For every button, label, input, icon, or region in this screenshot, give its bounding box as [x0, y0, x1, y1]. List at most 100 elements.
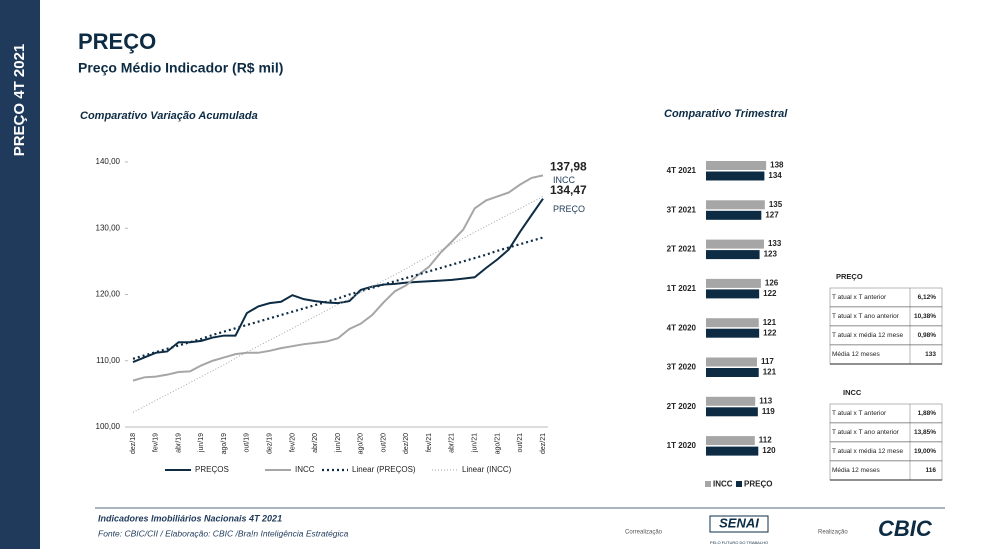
y-tick-label: 130,00: [96, 223, 121, 232]
bar: [706, 446, 759, 456]
x-tick-label: out/20: [380, 433, 387, 453]
x-tick-label: fev/21: [426, 433, 433, 452]
bar: [706, 318, 759, 328]
table-title: INCC: [843, 388, 862, 397]
value-label: 121: [763, 368, 777, 377]
bar: [706, 210, 762, 220]
chart-title: Comparativo Trimestral: [664, 108, 788, 120]
table-value: 13,85%: [914, 429, 936, 436]
bar: [706, 396, 756, 406]
category-label: 2T 2020: [667, 402, 697, 411]
category-label: 3T 2021: [667, 205, 697, 214]
series-line: [132, 198, 544, 364]
x-tick-label: jun/19: [198, 433, 205, 453]
table-value: 0,98%: [918, 332, 937, 339]
x-tick-label: dez/20: [403, 433, 410, 454]
table-label: T atual x T anterior: [832, 294, 887, 301]
table-label: T atual x média 12 mese: [832, 448, 903, 455]
end-label: INCC: [553, 175, 575, 185]
legend-swatch: [736, 481, 742, 487]
corealization: Correalização: [625, 530, 663, 536]
bar: [706, 407, 758, 417]
category-label: 4T 2020: [667, 323, 697, 332]
category-label: 2T 2021: [667, 245, 697, 254]
bar: [706, 357, 757, 367]
x-tick-label: abr/19: [175, 433, 182, 453]
category-label: 1T 2021: [667, 284, 697, 293]
value-label: 134,47: [550, 183, 587, 197]
legend-label: Linear (INCC): [462, 465, 512, 474]
table-title: PREÇO: [836, 272, 863, 281]
sidebar: [0, 0, 40, 549]
end-label: PREÇO: [553, 204, 585, 214]
table-label: T atual x T ano anterior: [832, 429, 900, 436]
x-tick-label: fev/19: [153, 433, 160, 452]
table-label: T atual x T anterior: [832, 410, 887, 417]
table-value: 133: [925, 351, 936, 358]
footer-title: Indicadores Imobiliários Nacionais 4T 20…: [98, 513, 282, 523]
value-label: 117: [761, 357, 774, 366]
x-tick-label: abr/21: [449, 433, 456, 453]
category-label: 1T 2020: [667, 441, 697, 450]
bar: [706, 368, 759, 377]
value-label: 133: [768, 239, 782, 248]
value-label: 127: [765, 210, 779, 219]
table-label: Média 12 meses: [832, 351, 880, 358]
table-value: 10,38%: [914, 313, 936, 320]
value-label: 126: [765, 279, 779, 288]
bar: [706, 161, 767, 170]
cbic-logo: CBIC: [878, 516, 933, 541]
legend-label: INCC: [295, 465, 315, 474]
x-tick-label: ago/21: [494, 433, 501, 455]
realization: Realização: [818, 530, 848, 536]
senai-logo: [709, 515, 769, 533]
value-label: 138: [770, 161, 784, 170]
value-label: 119: [762, 407, 775, 416]
y-tick-label: 120,00: [96, 290, 121, 299]
table-label: T atual x T ano anterior: [832, 313, 900, 320]
table-value: 19,00%: [914, 448, 936, 455]
value-label: 122: [763, 289, 777, 298]
series-line: [132, 236, 544, 360]
legend-swatch: [705, 481, 711, 487]
value-label: 112: [759, 436, 772, 445]
bar: [706, 171, 765, 181]
y-tick-label: 140,00: [96, 157, 121, 166]
category-label: 4T 2021: [667, 166, 697, 175]
x-tick-label: dez/18: [130, 433, 137, 454]
x-tick-label: ago/19: [221, 433, 228, 455]
value-label: 120: [762, 446, 776, 455]
table-label: T atual x média 12 mese: [832, 332, 903, 339]
value-label: 113: [759, 396, 772, 405]
x-tick-label: jun/20: [335, 433, 342, 453]
sidebar-text: PREÇO 4T 2021: [11, 44, 28, 157]
x-tick-label: out/21: [517, 433, 524, 453]
x-tick-label: ago/20: [358, 433, 365, 455]
bar: [706, 328, 760, 338]
value-label: 135: [769, 200, 783, 209]
legend-label: PREÇOS: [195, 465, 229, 474]
series-line: [132, 196, 544, 413]
legend-label: INCC: [713, 480, 733, 489]
table-value: 116: [926, 467, 937, 474]
x-tick-label: fev/20: [289, 433, 296, 452]
table-value: 1,88%: [918, 410, 937, 417]
x-tick-label: dez/21: [540, 433, 547, 454]
series-line: [132, 174, 544, 382]
value-label: 123: [764, 250, 778, 259]
senai-tagline: PELO FUTURO DO TRABALHO: [710, 540, 768, 545]
legend-label: PREÇO: [744, 480, 772, 489]
y-tick-label: 100,00: [96, 422, 121, 431]
value-label: 137,98: [550, 160, 587, 174]
page-title: PREÇO: [78, 29, 156, 54]
footer-source: Fonte: CBIC/CII / Elaboração: CBIC /Bra!…: [98, 528, 349, 538]
y-tick-label: 110,00: [96, 356, 120, 365]
bar: [706, 289, 760, 299]
value-label: 134: [768, 171, 782, 180]
category-label: 3T 2020: [667, 363, 697, 372]
x-tick-label: out/19: [244, 433, 251, 453]
x-tick-label: abr/20: [312, 433, 319, 453]
table-value: 6,12%: [918, 294, 937, 301]
x-tick-label: jun/21: [472, 433, 479, 453]
